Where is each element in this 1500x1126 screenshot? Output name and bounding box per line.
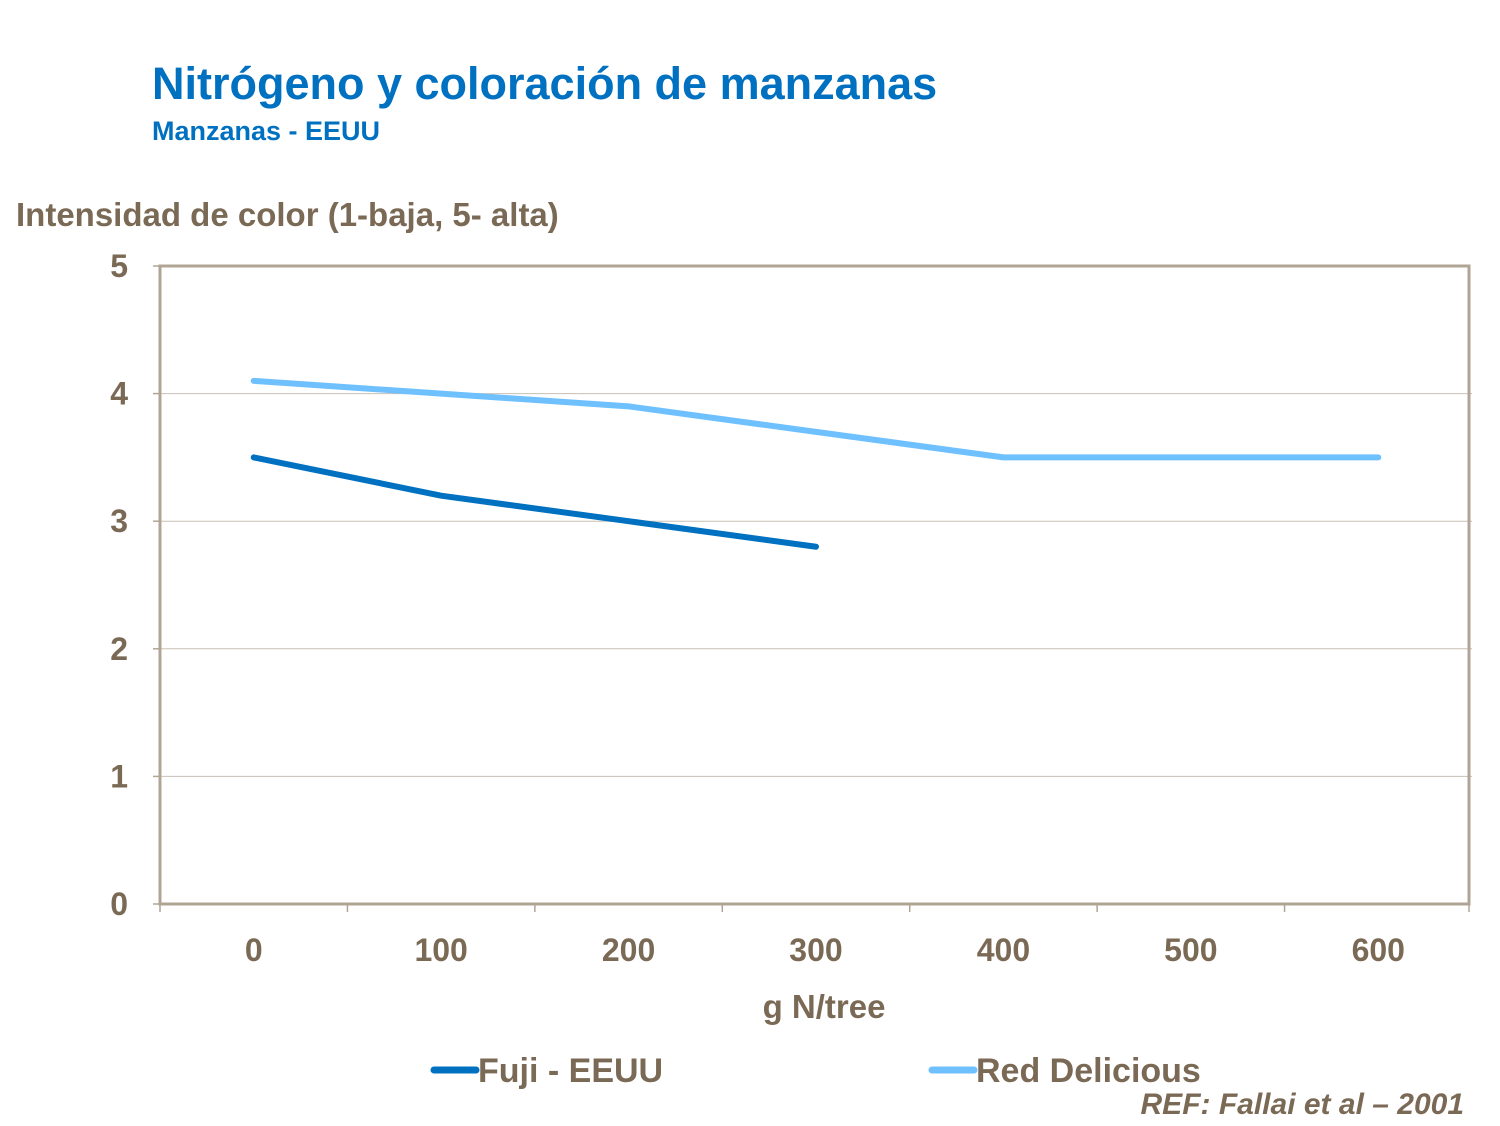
legend-label: Fuji - EEUU bbox=[478, 1052, 663, 1090]
y-tick-label: 0 bbox=[110, 886, 128, 922]
y-tick-label: 4 bbox=[110, 376, 128, 412]
plot-border bbox=[158, 264, 1471, 906]
x-axis-label: g N/tree bbox=[763, 988, 886, 1025]
x-tick-label: 300 bbox=[789, 932, 842, 968]
y-tick-label: 1 bbox=[110, 758, 128, 794]
chart-title: Nitrógeno y coloración de manzanas bbox=[152, 58, 938, 109]
y-tick-label: 2 bbox=[110, 631, 128, 667]
chart-subtitle: Manzanas - EEUU bbox=[152, 116, 381, 146]
x-tick-label: 0 bbox=[245, 932, 263, 968]
reference-note: REF: Fallai et al – 2001 bbox=[1140, 1088, 1464, 1121]
y-tick-label: 3 bbox=[110, 503, 128, 539]
x-tick-label: 200 bbox=[602, 932, 655, 968]
y-tick-label: 5 bbox=[110, 248, 128, 284]
y-axis-label: Intensidad de color (1-baja, 5- alta) bbox=[16, 196, 559, 233]
series-line-0 bbox=[250, 454, 819, 550]
legend-label: Red Delicious bbox=[976, 1052, 1201, 1090]
x-tick-label: 400 bbox=[977, 932, 1030, 968]
x-tick-label: 500 bbox=[1164, 932, 1217, 968]
x-tick-label: 100 bbox=[414, 932, 467, 968]
x-tick-label: 600 bbox=[1352, 932, 1405, 968]
series-line-1 bbox=[250, 377, 1382, 461]
